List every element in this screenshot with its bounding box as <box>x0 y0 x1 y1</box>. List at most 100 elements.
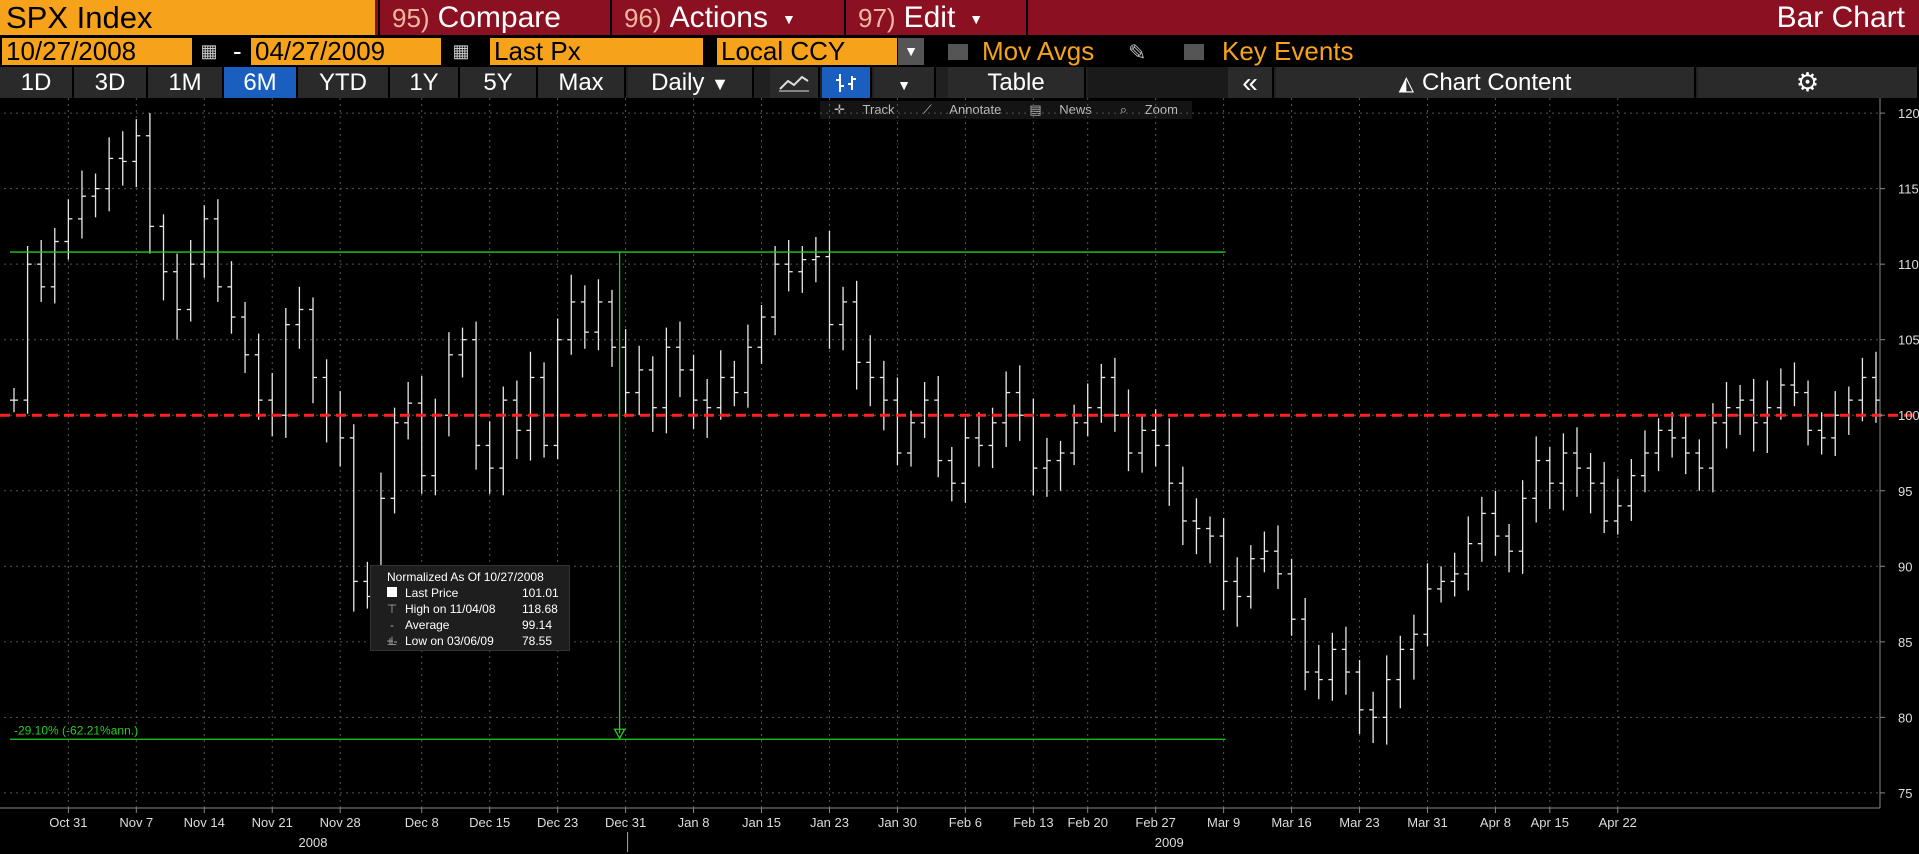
ohlc-bar <box>1518 480 1527 574</box>
currency-select[interactable]: Local CCY <box>717 38 897 65</box>
calendar-icon[interactable]: ▦ <box>452 41 470 61</box>
ohlc-bar <box>1314 644 1323 700</box>
ohlc-bar <box>1505 524 1514 573</box>
actions-menu-number: 96) <box>624 3 662 33</box>
ohlc-bar <box>458 327 467 378</box>
x-tick-label: Mar 16 <box>1271 815 1311 830</box>
collapse-button[interactable]: « <box>1228 67 1274 98</box>
square-icon <box>385 585 399 601</box>
legend-row-average: -+- Average 99.14 <box>377 617 563 648</box>
ohlc-bar <box>1151 409 1160 467</box>
ohlc-bar <box>825 230 834 349</box>
chevron-down-icon[interactable]: ▼ <box>898 38 924 65</box>
x-tick-label: Nov 28 <box>320 815 361 830</box>
chart-content-button[interactable]: ◭ Chart Content <box>1276 67 1696 98</box>
calendar-icon[interactable]: ▦ <box>200 41 218 61</box>
start-date-input[interactable]: 10/27/2008 <box>2 38 192 65</box>
ohlc-bar <box>281 307 290 438</box>
ohlc-bar <box>866 335 875 407</box>
ohlc-bar <box>988 407 997 469</box>
chevron-down-icon: ▼ <box>781 10 796 27</box>
ohlc-bar <box>1477 496 1486 562</box>
ohlc-bar <box>499 386 508 496</box>
compare-menu-label: Compare <box>437 1 561 34</box>
period-1m-button[interactable]: 1M <box>148 67 224 98</box>
price-chart[interactable]: 75 80 85 90 95 100 105 110 115 120 Oct 31 Nov 7 Nov… <box>0 98 1919 854</box>
y-tick-label: 100 <box>1898 408 1919 423</box>
date-range-separator: - <box>233 36 242 66</box>
ohlc-bar <box>1586 453 1595 514</box>
ohlc-bar <box>227 261 236 334</box>
ohlc-bar <box>1029 398 1038 496</box>
key-events-label[interactable]: Key Events <box>1222 36 1354 66</box>
y-axis: 75 80 85 90 95 100 105 110 115 120 <box>1879 98 1919 808</box>
ohlc-bar <box>907 410 916 467</box>
compare-menu-number: 95) <box>392 3 430 33</box>
pencil-icon[interactable]: ✎ <box>1128 40 1147 65</box>
bar-chart-icon[interactable] <box>822 67 872 98</box>
ohlc-bar <box>1872 351 1880 423</box>
x-tick-label: Feb 13 <box>1013 815 1053 830</box>
y-tick-label: 75 <box>1898 786 1912 801</box>
ohlc-bar <box>1192 498 1201 555</box>
period-5y-button[interactable]: 5Y <box>460 67 538 98</box>
ohlc-bar <box>159 214 168 301</box>
frequency-select[interactable]: Daily ▼ <box>628 67 754 98</box>
key-events-checkbox[interactable] <box>1184 44 1204 60</box>
field-select[interactable]: Last Px <box>490 38 703 65</box>
edit-menu[interactable]: 97) Edit ▼ <box>844 0 1026 35</box>
period-1y-button[interactable]: 1Y <box>390 67 460 98</box>
actions-menu[interactable]: 96) Actions ▼ <box>610 0 842 35</box>
period-max-button[interactable]: Max <box>538 67 626 98</box>
period-6m-button[interactable]: 6M <box>224 67 298 98</box>
chart-type-dropdown[interactable]: ▼ <box>874 67 936 98</box>
chart-grid <box>4 98 1880 808</box>
ohlc-bar <box>1708 403 1717 493</box>
x-tick-label: Nov 7 <box>119 815 153 830</box>
mov-avgs-checkbox[interactable] <box>948 44 968 60</box>
period-3d-button[interactable]: 3D <box>74 67 148 98</box>
legend-label: Last Price <box>405 586 459 600</box>
period-1d-button[interactable]: 1D <box>0 67 74 98</box>
gear-icon[interactable]: ⚙ <box>1698 67 1919 98</box>
x-tick-label: Oct 31 <box>49 815 87 830</box>
ohlc-bar <box>1640 430 1649 493</box>
compare-menu[interactable]: 95) Compare <box>378 0 608 35</box>
ohlc-bar <box>1002 371 1011 447</box>
ohlc-bar <box>1409 614 1418 680</box>
ohlc-bar <box>200 205 209 278</box>
ohlc-bar <box>1817 412 1826 455</box>
ohlc-bar <box>635 345 644 416</box>
x-tick-label: Mar 31 <box>1407 815 1447 830</box>
ticker-input[interactable]: SPX Index <box>0 0 375 35</box>
table-button[interactable]: Table <box>948 67 1086 98</box>
ohlc-bar <box>675 321 684 398</box>
header-bar: SPX Index 95) Compare 96) Actions ▼ 97) Edit… <box>0 0 1919 35</box>
x-tick-label: Dec 31 <box>605 815 646 830</box>
x-tick-label: Dec 15 <box>469 815 510 830</box>
ohlc-bar <box>703 378 712 438</box>
ohlc-bar <box>1233 557 1242 627</box>
ohlc-bar <box>1042 437 1051 497</box>
ohlc-bar <box>1165 418 1174 506</box>
ohlc-bar <box>716 350 725 420</box>
low-marker-icon: ⊥ <box>386 634 398 648</box>
y-tick-label: 115 <box>1898 182 1919 197</box>
mov-avgs-label[interactable]: Mov Avgs <box>982 36 1095 66</box>
end-date-input[interactable]: 04/27/2009 <box>251 38 441 65</box>
ohlc-bar <box>1722 382 1731 449</box>
ohlc-bar <box>91 173 100 218</box>
ohlc-bar <box>322 359 331 443</box>
line-chart-icon[interactable] <box>770 67 820 98</box>
ohlc-bar <box>1097 363 1106 423</box>
ohlc-bar <box>1206 516 1215 564</box>
ohlc-bar <box>1219 517 1228 611</box>
ohlc-bar <box>1301 598 1310 691</box>
period-ytd-button[interactable]: YTD <box>298 67 390 98</box>
ohlc-bar <box>186 240 195 322</box>
ohlc-bar <box>879 360 888 431</box>
ohlc-bar <box>349 424 358 612</box>
y-tick-label: 105 <box>1898 333 1919 348</box>
ohlc-bar <box>662 327 671 434</box>
ohlc-bar <box>213 199 222 302</box>
